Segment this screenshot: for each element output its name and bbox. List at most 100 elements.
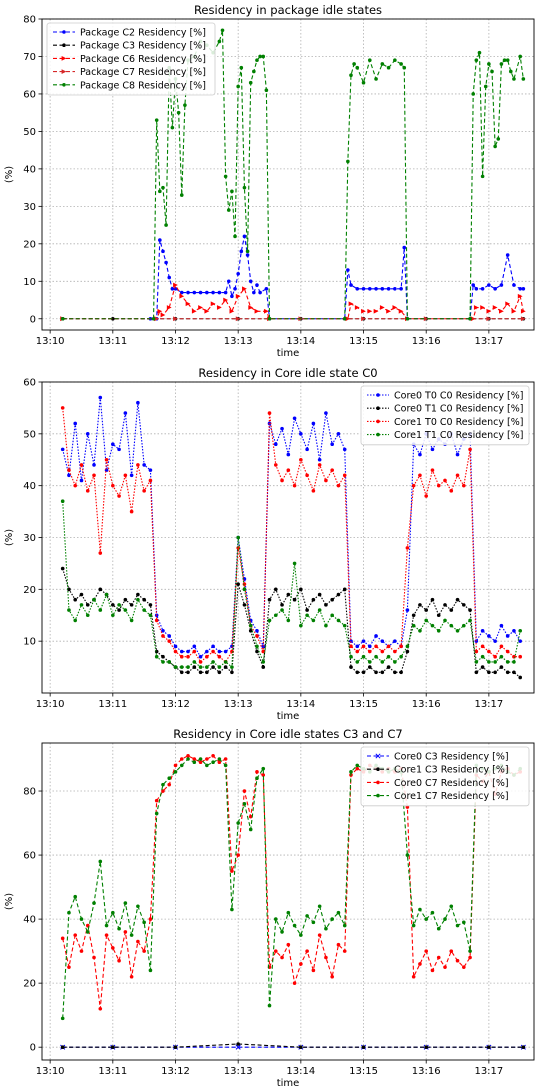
data-point xyxy=(192,649,197,654)
data-point xyxy=(148,613,153,618)
legend: Core0 T0 C0 Residency [%] Core0 T1 C0 Res… xyxy=(360,385,530,446)
data-point xyxy=(505,58,510,63)
x-tick-label: 13:16 xyxy=(412,1066,441,1077)
data-point xyxy=(161,782,165,787)
data-point xyxy=(449,623,454,628)
data-point xyxy=(411,613,416,618)
data-point xyxy=(367,660,372,664)
data-point xyxy=(198,670,203,675)
y-tick-label: 20 xyxy=(23,239,36,250)
data-point xyxy=(223,297,229,303)
legend-item: Core1 C7 Residency [%] xyxy=(367,791,509,802)
data-point xyxy=(299,623,303,628)
data-point xyxy=(380,62,385,66)
data-point xyxy=(505,670,510,675)
data-point xyxy=(73,618,78,623)
data-point xyxy=(173,282,178,288)
data-point xyxy=(286,468,291,472)
data-point xyxy=(511,308,517,314)
data-point xyxy=(242,234,247,239)
data-point xyxy=(92,597,96,602)
data-point xyxy=(173,1045,178,1049)
data-point xyxy=(235,1044,241,1050)
chart-title: Residency in package idle states xyxy=(194,3,382,17)
data-point xyxy=(273,613,278,618)
data-point xyxy=(98,608,103,612)
data-point xyxy=(248,305,254,310)
data-point xyxy=(305,949,309,953)
data-point xyxy=(480,305,486,310)
data-point xyxy=(226,279,231,284)
data-point xyxy=(393,649,397,654)
data-point xyxy=(436,629,441,633)
data-point xyxy=(342,949,347,953)
data-point xyxy=(223,660,228,664)
legend-item: Core0 C7 Residency [%] xyxy=(367,778,509,789)
legend-item: Core1 T0 C0 Residency [%] xyxy=(367,417,523,428)
data-point xyxy=(324,623,328,628)
data-point xyxy=(148,603,153,607)
data-point xyxy=(117,603,121,607)
data-point xyxy=(104,457,109,462)
x-tick-label: 13:16 xyxy=(412,699,441,710)
data-point xyxy=(117,447,121,452)
series-2 xyxy=(60,1042,526,1049)
data-point xyxy=(220,28,225,33)
data-point xyxy=(261,54,266,59)
data-point xyxy=(211,649,215,654)
data-point xyxy=(242,286,247,292)
data-point xyxy=(104,923,109,928)
data-point xyxy=(449,489,454,493)
data-point xyxy=(170,125,175,130)
y-tick-label: 60 xyxy=(23,851,36,862)
legend-box xyxy=(360,385,530,446)
data-point xyxy=(518,286,523,291)
data-point xyxy=(480,665,485,669)
data-point xyxy=(424,608,428,612)
data-point xyxy=(142,608,146,612)
data-point xyxy=(198,757,203,761)
data-point xyxy=(60,1045,65,1049)
legend-marker xyxy=(376,780,380,785)
data-point xyxy=(161,660,165,664)
data-point xyxy=(60,1016,65,1021)
x-tick-label: 13:15 xyxy=(349,699,378,710)
legend-marker xyxy=(376,767,380,771)
data-point xyxy=(393,286,397,291)
data-point xyxy=(98,587,103,592)
legend-item: Package C7 Residency [%] xyxy=(53,67,206,78)
data-point xyxy=(73,597,78,602)
data-point xyxy=(367,665,372,669)
data-point xyxy=(117,494,121,498)
data-point xyxy=(60,316,65,321)
data-point xyxy=(67,468,71,472)
data-point xyxy=(380,286,385,291)
data-point xyxy=(92,955,96,960)
data-point xyxy=(292,483,297,488)
data-point xyxy=(342,587,347,592)
data-point xyxy=(235,316,241,322)
data-point xyxy=(367,308,373,314)
legend-marker xyxy=(376,793,380,798)
data-point xyxy=(79,592,84,597)
data-point xyxy=(393,58,397,63)
data-point xyxy=(129,509,134,514)
data-point xyxy=(242,802,247,806)
data-point xyxy=(424,494,428,498)
x-axis-label: time xyxy=(277,711,300,722)
data-point xyxy=(258,290,262,295)
data-point xyxy=(449,608,454,612)
data-point xyxy=(330,468,334,472)
data-point xyxy=(179,193,184,197)
data-point xyxy=(492,305,498,310)
data-point xyxy=(299,962,303,966)
data-point xyxy=(292,561,297,566)
data-point xyxy=(252,69,256,74)
data-point xyxy=(424,1045,428,1049)
data-point xyxy=(230,189,234,194)
data-point xyxy=(399,62,403,66)
data-point xyxy=(423,316,429,322)
data-point xyxy=(349,73,353,78)
data-point xyxy=(185,301,191,307)
